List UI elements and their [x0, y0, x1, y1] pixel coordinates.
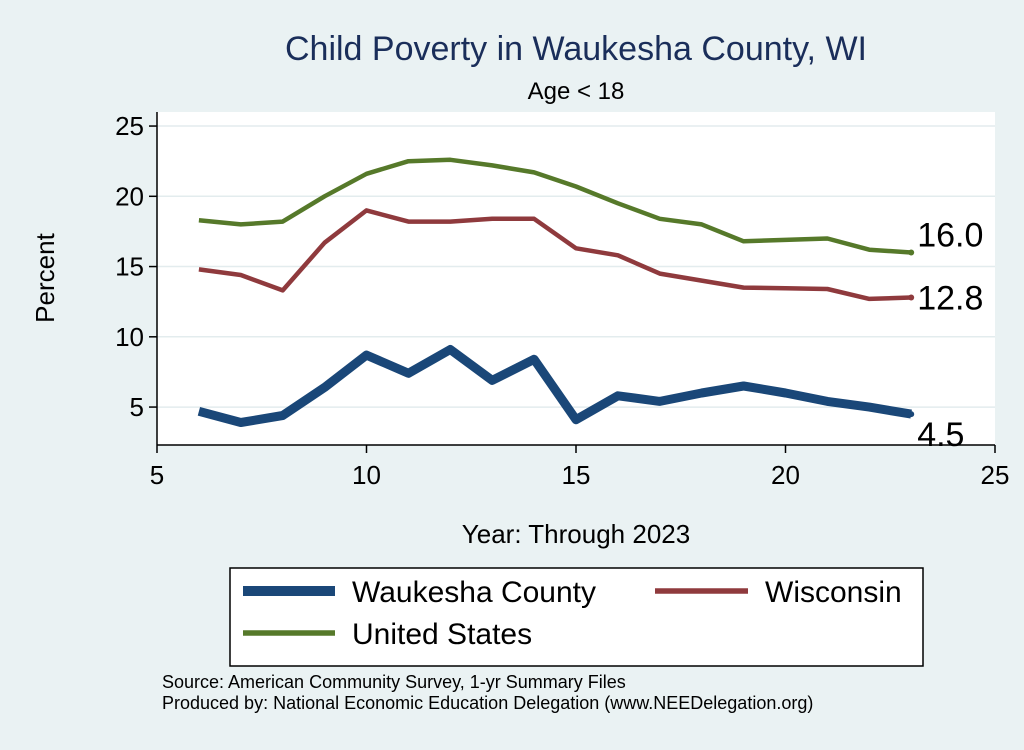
y-axis-label: Percent [30, 232, 60, 322]
series-end-point-1 [908, 294, 915, 301]
plot-area [157, 112, 995, 445]
y-tick-label: 5 [130, 392, 144, 422]
end-value-label: 4.5 [917, 416, 964, 454]
y-tick-label: 20 [115, 181, 144, 211]
x-tick-label: 15 [562, 460, 591, 490]
axes: 5 10 15 20 25 5 10 15 20 25 [115, 111, 1009, 490]
series-end-point-0 [908, 411, 915, 418]
series-line-0 [197, 345, 912, 427]
legend: Waukesha County Wisconsin United States [243, 576, 902, 651]
source-note: Source: American Community Survey, 1-yr … [162, 672, 626, 692]
series-lines [197, 157, 912, 427]
legend-label: Wisconsin [765, 576, 902, 609]
end-value-label: 16.0 [917, 217, 983, 255]
chart-subtitle: Age < 18 [528, 78, 625, 105]
series-line-2 [198, 157, 912, 255]
y-tick-label: 15 [115, 252, 144, 282]
end-labels: 4.5 12.8 16.0 [908, 217, 983, 454]
x-tick-label: 5 [150, 460, 164, 490]
chart-title: Child Poverty in Waukesha County, WI [285, 30, 867, 68]
y-tick-label: 25 [115, 111, 144, 141]
legend-label: United States [352, 618, 532, 651]
series-line-1 [198, 208, 912, 302]
x-tick-label: 20 [771, 460, 800, 490]
x-axis-label: Year: Through 2023 [462, 519, 690, 549]
legend-label: Waukesha County [352, 576, 596, 609]
legend-box [229, 567, 924, 667]
produced-note: Produced by: National Economic Education… [162, 693, 813, 713]
x-tick-label: 25 [981, 460, 1010, 490]
end-value-label: 12.8 [917, 279, 983, 317]
x-tick-label: 10 [352, 460, 381, 490]
series-end-point-2 [908, 249, 915, 256]
y-tick-label: 10 [115, 322, 144, 352]
